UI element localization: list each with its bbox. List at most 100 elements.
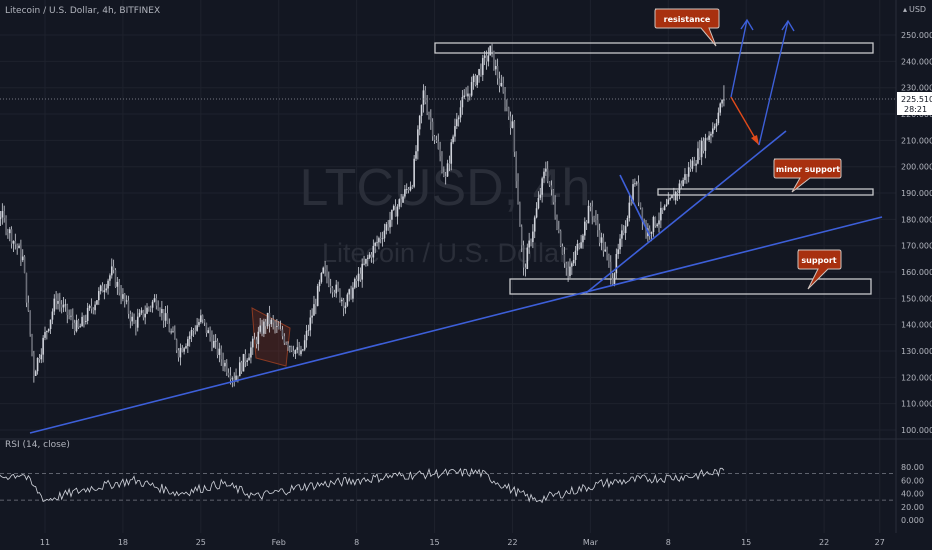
candle [162, 309, 165, 328]
resistance-callout[interactable]: resistance [654, 8, 720, 47]
zone-group [434, 42, 874, 295]
price-scale-header[interactable]: ▴ USD [903, 5, 926, 14]
minor-trendline[interactable] [585, 130, 787, 294]
candle [673, 187, 675, 201]
candle [342, 297, 345, 317]
candle [42, 335, 44, 363]
candle [504, 86, 506, 112]
candle [530, 238, 532, 247]
candle [443, 166, 445, 178]
candle [418, 114, 421, 136]
candle [366, 254, 369, 267]
minor-support-zone[interactable] [657, 188, 874, 196]
candle [40, 348, 43, 364]
candle [274, 320, 276, 334]
candle [517, 173, 519, 205]
support-callout[interactable]: support [797, 249, 842, 290]
time-tick-label: 18 [118, 538, 128, 547]
rsi-axis[interactable]: 0.000 20.00 40.00 60.00 80.00 [901, 463, 924, 525]
candle [381, 231, 384, 247]
candle [598, 223, 601, 247]
candle [585, 220, 588, 231]
candle [684, 168, 686, 184]
candle [697, 141, 699, 165]
time-axis[interactable]: 11 18 25 Feb 8 15 22 Mar 8 15 22 27 [40, 538, 885, 547]
candle [224, 359, 226, 372]
rebound-arrow[interactable] [758, 20, 789, 146]
candle [279, 320, 282, 331]
time-tick-label: 15 [429, 538, 439, 547]
rsi-label[interactable]: RSI (14, close) [5, 440, 70, 450]
candle [587, 200, 590, 224]
candle [678, 179, 681, 200]
breakout-arrow[interactable] [730, 19, 748, 98]
candle [374, 241, 376, 254]
candle [368, 252, 371, 260]
wedge-pattern[interactable] [251, 307, 291, 367]
candle [357, 266, 360, 287]
candle [298, 341, 300, 356]
candle [159, 307, 161, 317]
candle [591, 200, 594, 225]
candle [251, 336, 254, 355]
candle [533, 215, 536, 239]
support-zone[interactable] [509, 278, 872, 295]
candle [385, 222, 388, 235]
candle [682, 177, 684, 187]
candle [129, 310, 132, 329]
candle [315, 298, 317, 315]
candle [448, 155, 451, 172]
price-axis[interactable]: 100.000 110.000 120.000 130.000 140.000 150.0… [901, 31, 932, 435]
candle [142, 309, 145, 321]
rsi-line[interactable] [0, 467, 725, 504]
candle [355, 275, 358, 288]
candle [107, 278, 109, 295]
candle [183, 347, 185, 355]
candle [57, 293, 59, 310]
candle [8, 227, 11, 242]
candle [235, 368, 237, 382]
candle [431, 118, 434, 141]
resistance-zone[interactable] [434, 42, 874, 54]
candle [200, 309, 202, 324]
candle [99, 284, 102, 295]
time-tick-label: 22 [819, 538, 829, 547]
candle [552, 189, 555, 205]
candle [25, 272, 28, 308]
candle [140, 307, 143, 315]
candle [123, 293, 126, 308]
minor-support-callout[interactable]: minor support [773, 158, 842, 193]
candle [257, 326, 260, 351]
candle [658, 212, 660, 233]
candle [289, 345, 291, 353]
candle [558, 220, 560, 234]
candle [532, 224, 534, 249]
candle [190, 327, 193, 343]
candle [576, 239, 579, 255]
candle [608, 253, 610, 268]
time-tick-label: 8 [354, 538, 359, 547]
symbol-title[interactable]: Litecoin / U.S. Dollar, 4h, BITFINEX [5, 6, 160, 16]
candle [491, 43, 493, 58]
candle [463, 89, 466, 100]
pullback-line[interactable] [619, 174, 651, 237]
candle [359, 267, 362, 282]
candle [94, 301, 96, 315]
candle [600, 232, 603, 251]
candle [430, 109, 432, 130]
candle [261, 319, 263, 337]
candle [535, 202, 538, 219]
candle [702, 137, 705, 154]
candle [135, 319, 137, 336]
candle [68, 309, 70, 320]
candle [175, 338, 178, 354]
candle [626, 215, 629, 227]
candle [669, 196, 671, 201]
long-trendline[interactable] [29, 216, 883, 434]
last-price-tag[interactable]: 225.510 28:21 [897, 92, 932, 115]
candle [281, 325, 284, 340]
candle [201, 314, 204, 324]
time-tick-label: 27 [875, 538, 885, 547]
candle [316, 283, 319, 307]
